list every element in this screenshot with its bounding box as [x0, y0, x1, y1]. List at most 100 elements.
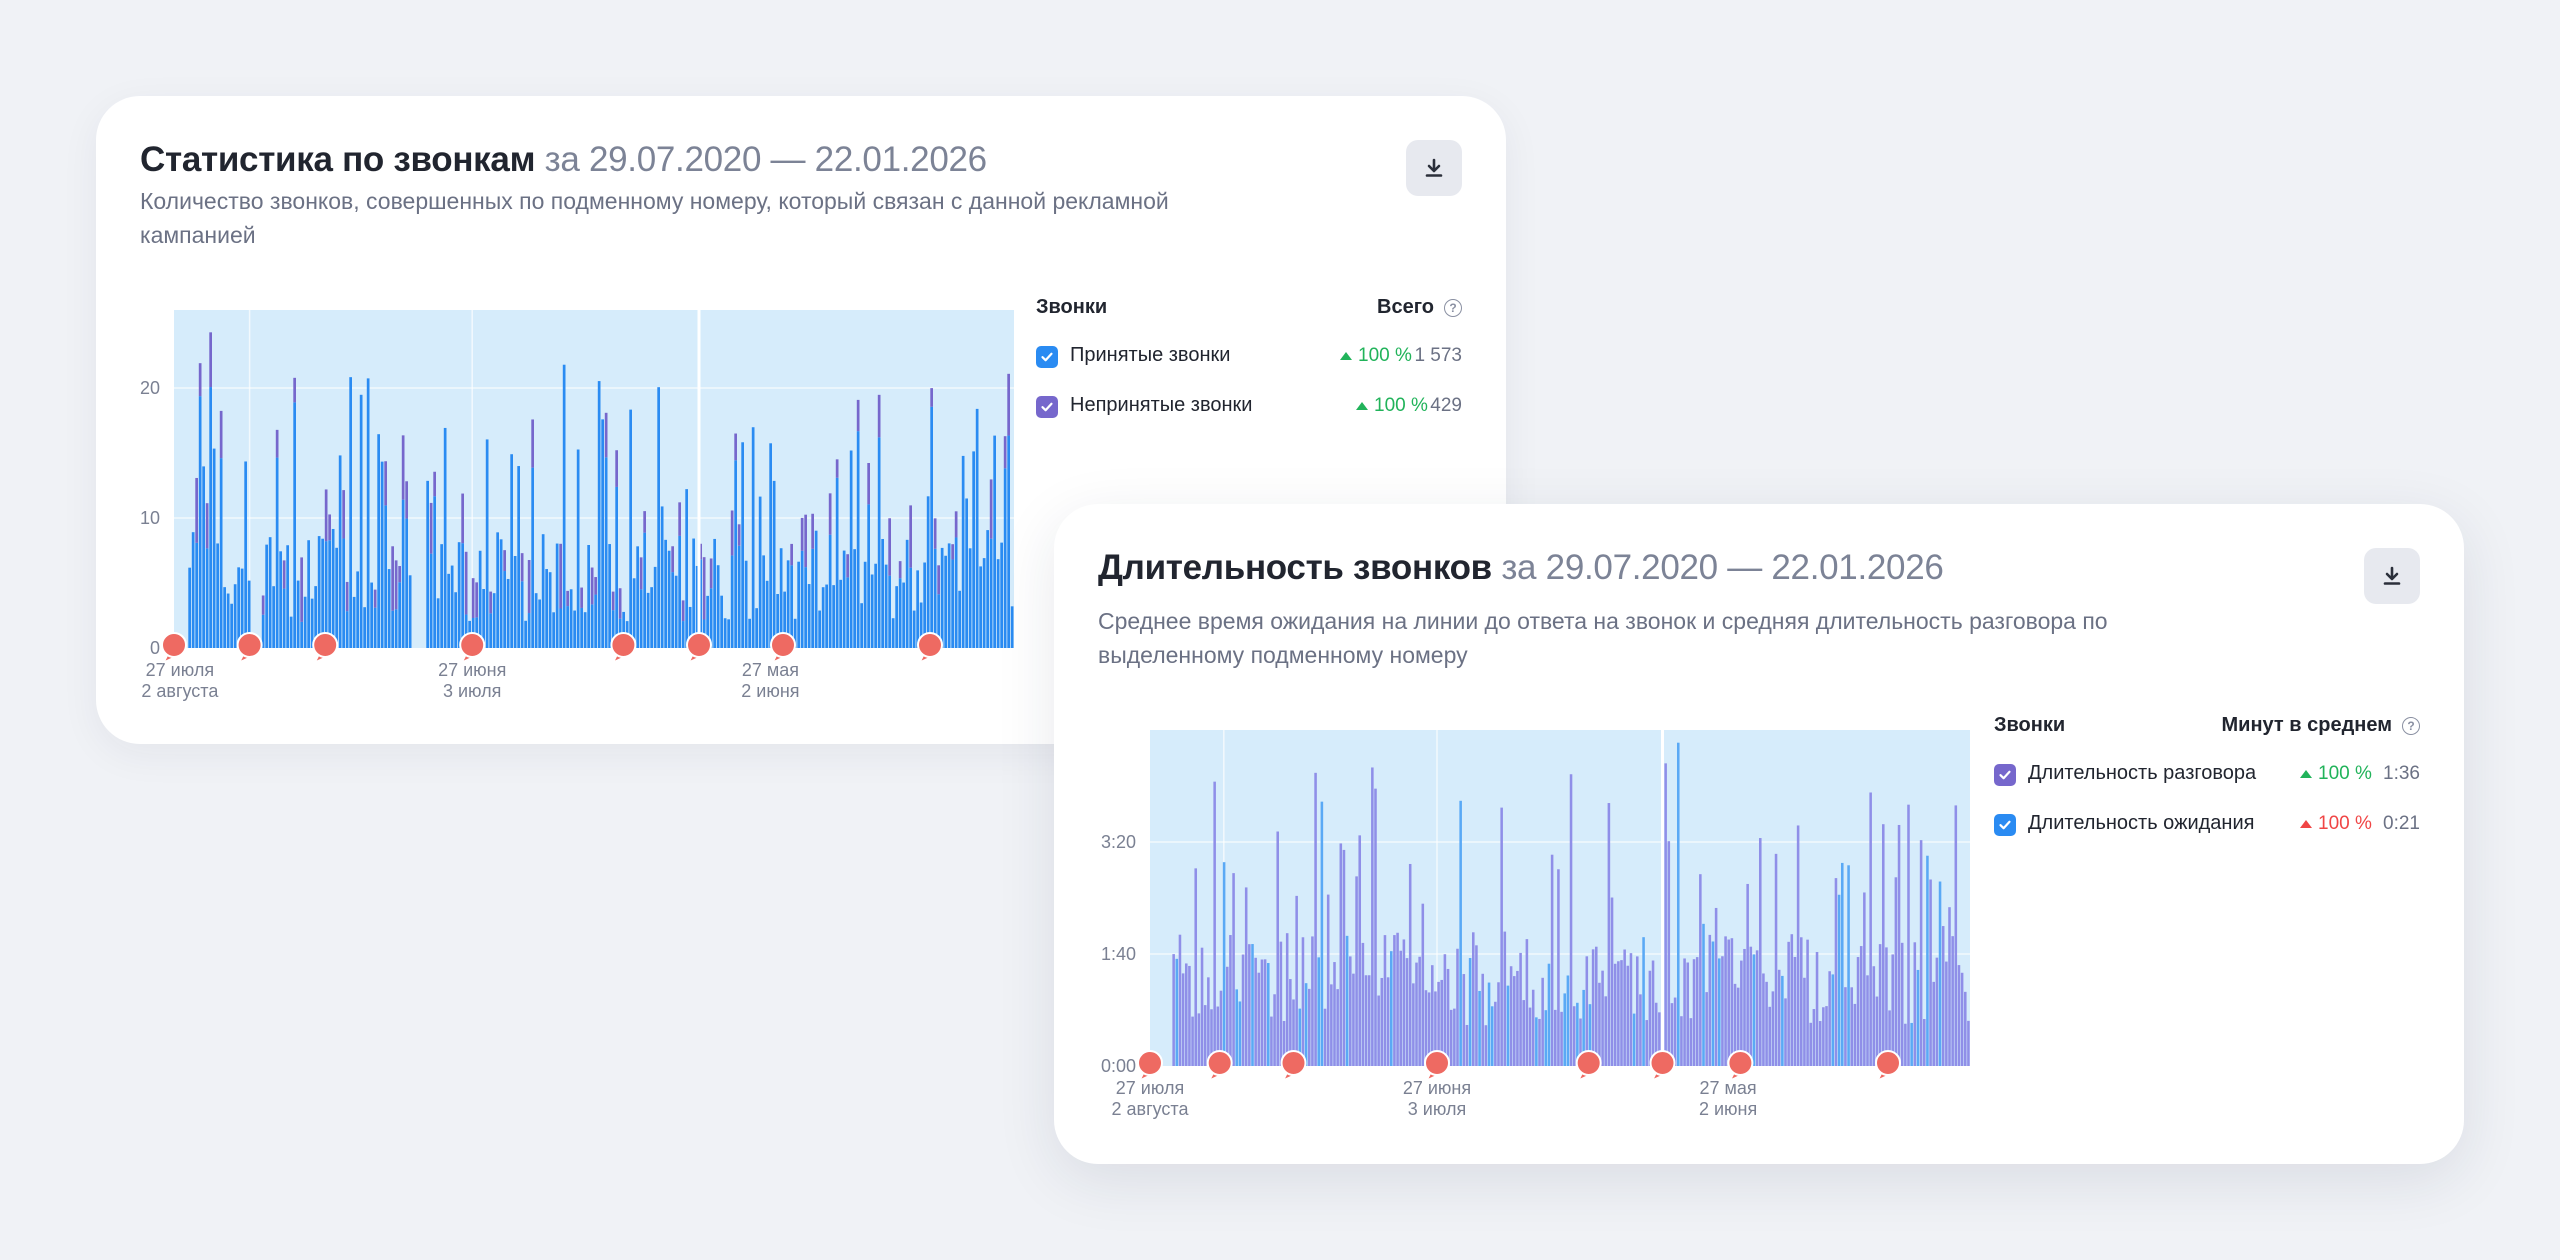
- chart-bar: [433, 496, 436, 648]
- legend-item-value: 1:36: [2383, 763, 2420, 784]
- chart-bar: [1465, 1024, 1469, 1066]
- legend-item-talk[interactable]: Длительность разговора 100 % 1:36: [1994, 756, 2420, 806]
- chart-bar: [1610, 897, 1614, 1066]
- delta-text: 100 %: [2318, 813, 2372, 834]
- chart-bar: [1307, 988, 1311, 1066]
- chart-bar: [608, 544, 611, 648]
- checkbox-icon[interactable]: [1036, 396, 1058, 418]
- help-icon[interactable]: ?: [1444, 298, 1462, 317]
- chart-bar: [678, 502, 681, 536]
- chart-bar: [1254, 957, 1257, 1066]
- legend-header-right: Всего ?: [1377, 296, 1462, 319]
- chart-bar: [212, 448, 216, 648]
- chart-bar: [1361, 942, 1365, 1066]
- chart-bar: [1336, 989, 1339, 1066]
- chart-bar: [846, 577, 849, 648]
- chart-bar: [1717, 958, 1721, 1066]
- download-button[interactable]: [2364, 548, 2420, 604]
- chart-bar: [1421, 903, 1425, 1066]
- chart-bar: [272, 586, 275, 648]
- chart-bar: [786, 560, 790, 648]
- chart-bar: [1301, 937, 1305, 1066]
- chart-bar: [342, 538, 345, 648]
- legend-item-delta: 100 %: [1356, 395, 1428, 417]
- chart-bar: [545, 569, 548, 648]
- chart-bar: [912, 610, 916, 648]
- chart-bar: [1285, 933, 1289, 1066]
- chart-bar: [188, 567, 191, 648]
- chart-bar: [1440, 979, 1444, 1066]
- chart-bar: [587, 544, 590, 648]
- chart-bar: [1963, 991, 1967, 1066]
- chart-bar: [324, 541, 328, 648]
- download-icon: [2383, 566, 2401, 585]
- chart-bar: [1818, 1021, 1822, 1066]
- chart-bar: [1850, 987, 1854, 1066]
- chart-bar: [1279, 941, 1283, 1066]
- chart-bar: [1383, 935, 1387, 1066]
- chart-bar: [366, 378, 370, 648]
- chart-bar: [1755, 950, 1759, 1066]
- x-tick-label: 27 мая: [1700, 1078, 1757, 1098]
- chart-bar: [1430, 965, 1434, 1066]
- chart-bar: [559, 543, 562, 609]
- chart-bar: [541, 534, 545, 648]
- chart-bar: [639, 557, 643, 590]
- chart-bar: [594, 577, 597, 595]
- chart-bar: [300, 557, 303, 622]
- chart-bar: [268, 537, 272, 648]
- chart-bar: [1402, 939, 1406, 1066]
- chart-bar: [1582, 989, 1585, 1066]
- chart-bar: [1828, 971, 1831, 1066]
- chart-bar: [429, 553, 433, 648]
- y-tick-label: 1:40: [1101, 944, 1136, 964]
- y-tick-label: 3:20: [1101, 832, 1136, 852]
- chart-bar: [1225, 966, 1229, 1066]
- legend-item-label: Принятые звонки: [1070, 344, 1231, 366]
- chart-bar: [1724, 936, 1727, 1066]
- chart-bar: [1632, 1013, 1636, 1066]
- comment-marker-icon: [1137, 1050, 1163, 1082]
- chart-bar: [240, 568, 244, 648]
- chart-bar: [1563, 993, 1567, 1066]
- chart-bar: [954, 537, 958, 648]
- legend-item-missed[interactable]: Непринятые звонки 100 % 429: [1036, 388, 1462, 438]
- legend-item-wait[interactable]: Длительность ожидания 100 % 0:21: [1994, 806, 2420, 856]
- chart-bar: [216, 543, 219, 648]
- chart-bar: [195, 542, 198, 648]
- chart-bar: [566, 606, 569, 648]
- chart-bar: [818, 610, 821, 648]
- chart-bar: [1371, 767, 1374, 1066]
- chart-bar: [1572, 1006, 1576, 1066]
- chart-bar: [1585, 956, 1589, 1066]
- chart-bar: [440, 544, 443, 648]
- checkbox-icon[interactable]: [1036, 346, 1058, 368]
- x-tick-label: 27 июля: [1116, 1078, 1184, 1098]
- chart-bar: [384, 461, 387, 506]
- chart-bar: [1784, 998, 1787, 1066]
- chart-bar: [191, 532, 195, 648]
- comment-marker-icon: [1575, 1050, 1602, 1082]
- chart-bar: [1560, 1011, 1563, 1066]
- checkbox-icon[interactable]: [1994, 764, 2016, 786]
- chart-bar: [723, 618, 727, 648]
- chart-bar: [916, 570, 919, 648]
- chart-bar: [1273, 994, 1276, 1066]
- chart-bar: [209, 332, 212, 388]
- chart-bar: [482, 589, 485, 648]
- checkbox-icon[interactable]: [1994, 814, 2016, 836]
- chart-bar: [1620, 960, 1623, 1066]
- chart-bar: [870, 574, 874, 648]
- chart-bar: [769, 443, 772, 648]
- chart-bar: [618, 588, 622, 619]
- help-icon[interactable]: ?: [2402, 716, 2420, 735]
- chart-bar: [230, 603, 233, 648]
- download-button[interactable]: [1406, 140, 1462, 196]
- chart-bar: [699, 559, 702, 648]
- legend-item-accepted[interactable]: Принятые звонки 100 % 1 573: [1036, 338, 1462, 388]
- chart-bar: [394, 609, 398, 648]
- chart-bar: [674, 575, 678, 648]
- chart-bar: [688, 606, 692, 648]
- chart-bar: [1197, 1013, 1201, 1066]
